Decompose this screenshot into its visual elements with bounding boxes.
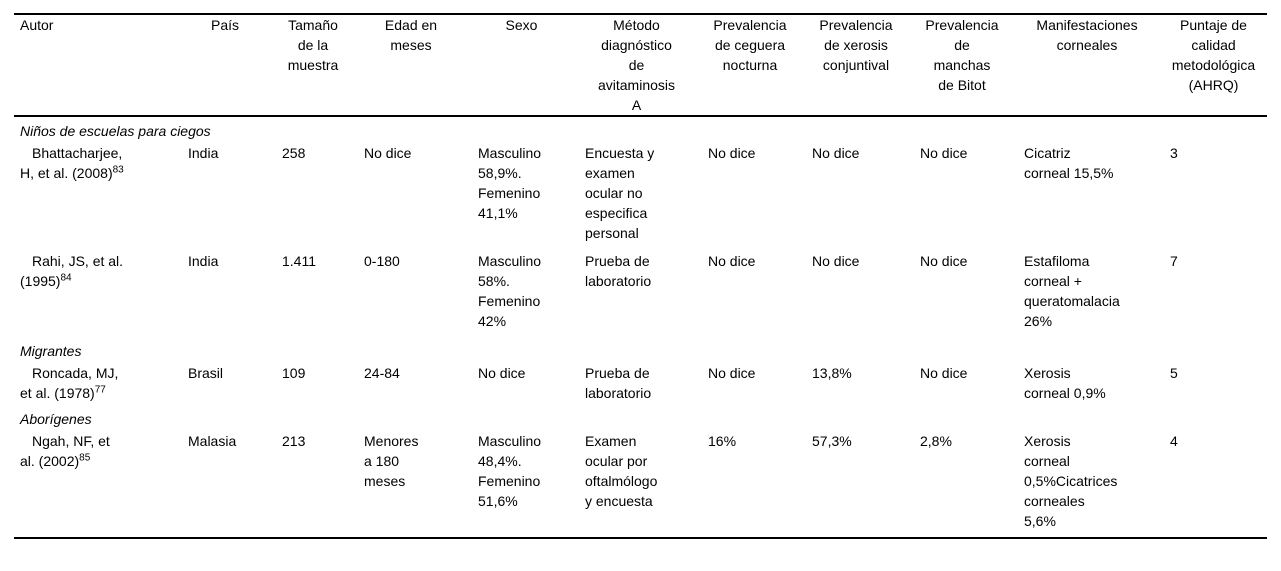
cell-corneales: Xerosis corneal 0,9%	[1024, 365, 1106, 401]
cell-edad: No dice	[364, 145, 412, 161]
cell-pais: Malasia	[188, 433, 237, 449]
column-header-edad-meses: Edad en meses	[354, 14, 468, 117]
cell-xerosis: No dice	[812, 253, 860, 269]
cell-sexo: Masculino 58,9%. Femenino 41,1%	[478, 145, 542, 221]
cell-pais: India	[188, 253, 219, 269]
study-row-roncada: Roncada, MJ, et al. (1978)77 Brasil 109 …	[14, 361, 1267, 405]
cell-metodo: Prueba de laboratorio	[585, 365, 652, 401]
cell-puntaje: 5	[1170, 365, 1178, 381]
author-name: Ngah, NF, et al. (2002)	[20, 433, 110, 469]
author-name: Bhattacharjee, H, et al. (2008)	[20, 145, 123, 181]
section-label: Niños de escuelas para ciegos	[20, 123, 211, 139]
cell-metodo: Examen ocular por oftalmólogo y encuesta	[585, 433, 658, 509]
cell-tamano: 1.411	[282, 253, 316, 269]
column-header-manifestaciones-corneales: Manifestaciones corneales	[1014, 14, 1160, 117]
citation-ref: 85	[79, 452, 91, 464]
cell-autor: Bhattacharjee, H, et al. (2008)83	[14, 141, 178, 249]
cell-ceguera: No dice	[708, 253, 756, 269]
cell-corneales: Estafiloma corneal + queratomalacia 26%	[1024, 253, 1120, 329]
cell-metodo: Prueba de laboratorio	[585, 253, 652, 289]
citation-ref: 83	[112, 164, 124, 176]
author-name: Rahi, JS, et al. (1995)	[20, 253, 124, 289]
cell-ceguera: No dice	[708, 145, 756, 161]
cell-autor: Rahi, JS, et al. (1995)84	[14, 249, 178, 337]
study-row-ngah: Ngah, NF, et al. (2002)85 Malasia 213 Me…	[14, 429, 1267, 538]
cell-xerosis: No dice	[812, 145, 860, 161]
cell-tamano: 258	[282, 145, 306, 161]
section-label: Migrantes	[20, 343, 82, 359]
cell-ceguera: 16%	[708, 433, 737, 449]
cell-tamano: 213	[282, 433, 306, 449]
column-header-puntaje-ahrq: Puntaje de calidad metodológica (AHRQ)	[1160, 14, 1267, 117]
column-header-pais: País	[178, 14, 272, 117]
cell-bitot: 2,8%	[920, 433, 952, 449]
section-row-ninos-escuelas-ciegos: Niños de escuelas para ciegos	[14, 116, 1267, 141]
cell-ceguera: No dice	[708, 365, 756, 381]
header-row: Autor País Tamaño de la muestra Edad en …	[14, 14, 1267, 117]
column-header-prevalencia-bitot: Prevalencia de manchas de Bitot	[910, 14, 1014, 117]
cell-sexo: Masculino 58%. Femenino 42%	[478, 253, 542, 329]
column-header-metodo-diagnostico: Método diagnóstico de avitaminosis A	[575, 14, 698, 117]
cell-corneales: Xerosis corneal 0,5%Cicatrices corneales…	[1024, 433, 1118, 529]
cell-tamano: 109	[282, 365, 306, 381]
column-header-sexo: Sexo	[468, 14, 575, 117]
cell-edad: 24-84	[364, 365, 400, 381]
cell-autor: Ngah, NF, et al. (2002)85	[14, 429, 178, 538]
study-row-rahi: Rahi, JS, et al. (1995)84 India 1.411 0-…	[14, 249, 1267, 337]
cell-puntaje: 7	[1170, 253, 1178, 269]
cell-pais: Brasil	[188, 365, 224, 381]
cell-sexo: Masculino 48,4%. Femenino 51,6%	[478, 433, 542, 509]
studies-table: Autor País Tamaño de la muestra Edad en …	[14, 13, 1267, 539]
column-header-prevalencia-xerosis: Prevalencia de xerosis conjuntival	[802, 14, 910, 117]
cell-metodo: Encuesta y examen ocular no especifica p…	[585, 145, 655, 241]
cell-edad: 0-180	[364, 253, 400, 269]
cell-corneales: Cicatriz corneal 15,5%	[1024, 145, 1114, 181]
cell-puntaje: 3	[1170, 145, 1178, 161]
section-row-migrantes: Migrantes	[14, 337, 1267, 361]
cell-sexo: No dice	[478, 365, 526, 381]
column-header-autor: Autor	[14, 14, 178, 117]
cell-xerosis: 57,3%	[812, 433, 852, 449]
cell-puntaje: 4	[1170, 433, 1178, 449]
cell-bitot: No dice	[920, 145, 968, 161]
citation-ref: 77	[94, 384, 106, 396]
author-name: Roncada, MJ, et al. (1978)	[20, 365, 119, 401]
cell-xerosis: 13,8%	[812, 365, 852, 381]
cell-bitot: No dice	[920, 253, 968, 269]
paper-page: Autor País Tamaño de la muestra Edad en …	[0, 13, 1281, 571]
cell-autor: Roncada, MJ, et al. (1978)77	[14, 361, 178, 405]
cell-pais: India	[188, 145, 219, 161]
cell-bitot: No dice	[920, 365, 968, 381]
citation-ref: 84	[60, 272, 72, 284]
cell-edad: Menores a 180 meses	[364, 433, 419, 489]
column-header-tamano-muestra: Tamaño de la muestra	[272, 14, 354, 117]
section-row-aborigenes: Aborígenes	[14, 405, 1267, 429]
column-header-prevalencia-ceguera: Prevalencia de ceguera nocturna	[698, 14, 802, 117]
study-row-bhattacharjee: Bhattacharjee, H, et al. (2008)83 India …	[14, 141, 1267, 249]
section-label: Aborígenes	[20, 411, 92, 427]
